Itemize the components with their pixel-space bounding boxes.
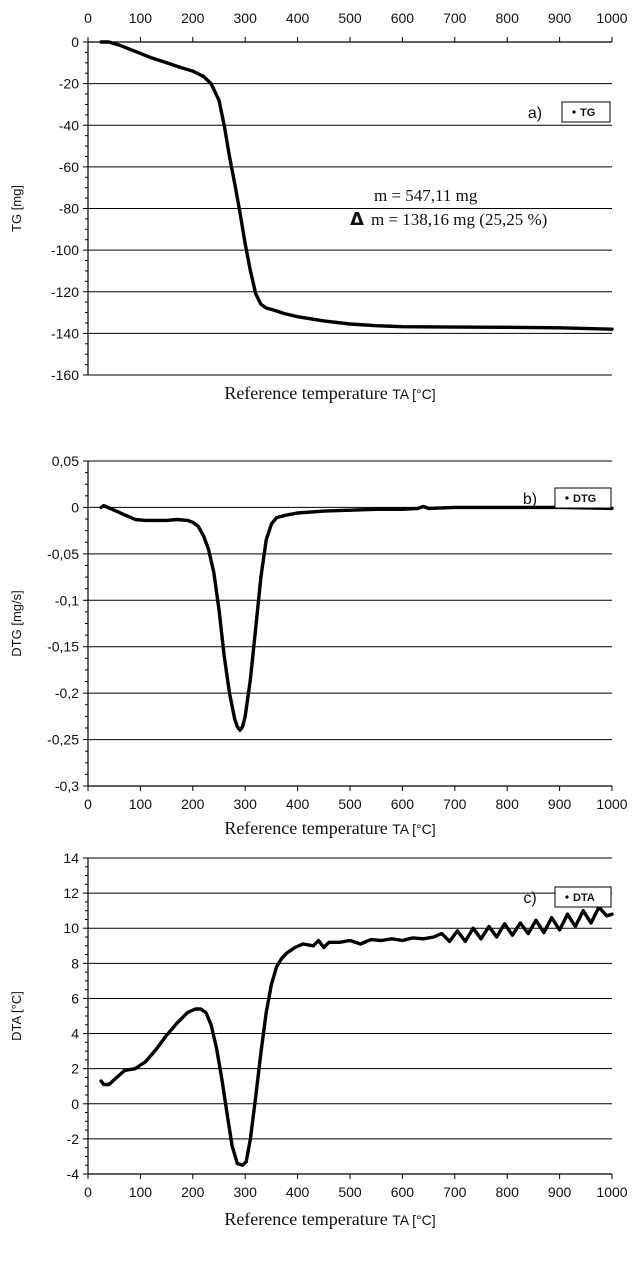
legend-marker bbox=[565, 496, 569, 500]
y-axis-title: DTA [°C] bbox=[9, 991, 24, 1041]
series-line-tg bbox=[99, 40, 614, 331]
y-tick-label: 6 bbox=[71, 990, 79, 1006]
x-tick-label: 0 bbox=[84, 10, 92, 26]
x-tick-label: 200 bbox=[181, 1184, 205, 1200]
x-axis-title-text: Reference temperature bbox=[224, 383, 392, 403]
legend-marker bbox=[565, 895, 569, 899]
x-axis-title-unit: TA [°C] bbox=[392, 1212, 435, 1228]
x-tick-label: 1000 bbox=[596, 10, 627, 26]
legend-box bbox=[561, 101, 611, 123]
x-tick-label: 300 bbox=[234, 796, 258, 812]
x-tick-label: 300 bbox=[234, 1184, 258, 1200]
chart-panel-2: 0,05 0 -0,05 -0,1 -0,15 -0,2 -0,25 -0,3 0 100 200 3… bbox=[9, 453, 628, 838]
y-tick-label: 0,05 bbox=[52, 453, 79, 469]
legend-label: DTG bbox=[573, 493, 596, 505]
legend-marker bbox=[572, 110, 576, 114]
x-tick-label: 500 bbox=[338, 796, 362, 812]
annotation-mass: m = 547,11 mg bbox=[374, 186, 478, 205]
x-axis-title: Reference temperature TA [°C] bbox=[224, 818, 435, 838]
x-tick-label: 600 bbox=[391, 796, 415, 812]
y-tick-label: -0,05 bbox=[47, 546, 79, 562]
series-line-dta bbox=[99, 905, 614, 1167]
y-axis-title: DTG [mg/s] bbox=[9, 590, 24, 656]
y-tick-label: -100 bbox=[51, 242, 79, 258]
x-tick-label: 300 bbox=[234, 10, 258, 26]
x-tick-label: 700 bbox=[443, 10, 467, 26]
y-tick-label: -0,1 bbox=[55, 592, 79, 608]
x-tick-label: 900 bbox=[548, 796, 572, 812]
y-tick-label: -0,15 bbox=[47, 639, 79, 655]
y-tick-label: -140 bbox=[51, 325, 79, 341]
y-tick-label: -160 bbox=[51, 367, 79, 383]
y-tick-label: -0,2 bbox=[55, 685, 79, 701]
panel-letter: c) bbox=[523, 890, 536, 907]
x-tick-label: 200 bbox=[181, 796, 205, 812]
x-tick-label: 1000 bbox=[596, 796, 627, 812]
legend-box bbox=[554, 487, 612, 509]
y-tick-label: -80 bbox=[59, 201, 79, 217]
y-tick-label: 14 bbox=[63, 850, 79, 866]
x-tick-label: 700 bbox=[443, 796, 467, 812]
x-tick-label: 100 bbox=[129, 796, 153, 812]
chart-panel-1: 0 -20 -40 -60 -80 -100 -120 -140 -160 0 100 200 300 4… bbox=[9, 10, 628, 403]
legend-label: TG bbox=[580, 107, 595, 119]
y-tick-label: -120 bbox=[51, 284, 79, 300]
y-tick-label: -0,25 bbox=[47, 732, 79, 748]
y-tick-label: 0 bbox=[71, 34, 79, 50]
y-tick-label: 0 bbox=[71, 499, 79, 515]
x-tick-label: 0 bbox=[84, 796, 92, 812]
legend-box bbox=[554, 886, 612, 908]
x-tick-label: 500 bbox=[338, 10, 362, 26]
x-tick-label: 700 bbox=[443, 1184, 467, 1200]
x-tick-label: 200 bbox=[181, 10, 205, 26]
x-tick-label: 400 bbox=[286, 1184, 310, 1200]
x-tick-label: 900 bbox=[548, 1184, 572, 1200]
y-tick-label: -40 bbox=[59, 117, 79, 133]
x-axis-title: Reference temperature TA [°C] bbox=[224, 1209, 435, 1229]
y-tick-label: 2 bbox=[71, 1061, 79, 1077]
y-tick-label: -2 bbox=[67, 1131, 80, 1147]
panel-letter: a) bbox=[528, 105, 542, 122]
x-tick-label: 500 bbox=[338, 1184, 362, 1200]
x-tick-label: 800 bbox=[496, 1184, 520, 1200]
annotation-mass-loss: m = 138,16 mg (25,25 %) bbox=[371, 210, 547, 229]
annotation-delta-symbol: Δ bbox=[350, 209, 364, 230]
y-tick-label: -4 bbox=[67, 1166, 80, 1182]
x-tick-label: 400 bbox=[286, 10, 310, 26]
panel-letter: b) bbox=[523, 491, 537, 508]
y-tick-label: 8 bbox=[71, 955, 79, 971]
x-tick-label: 600 bbox=[391, 10, 415, 26]
x-axis-title-text: Reference temperature bbox=[224, 818, 392, 838]
y-tick-label: -0,3 bbox=[55, 778, 79, 794]
series-line-dtg bbox=[99, 503, 614, 732]
y-axis-title: TG [mg] bbox=[9, 185, 24, 232]
x-tick-label: 800 bbox=[496, 796, 520, 812]
x-tick-label: 1000 bbox=[596, 1184, 627, 1200]
x-tick-label: 600 bbox=[391, 1184, 415, 1200]
x-tick-label: 100 bbox=[129, 1184, 153, 1200]
y-tick-label: 12 bbox=[63, 885, 79, 901]
y-tick-label: -60 bbox=[59, 159, 79, 175]
y-tick-label: 10 bbox=[63, 920, 79, 936]
y-tick-label: 0 bbox=[71, 1096, 79, 1112]
y-tick-label: -20 bbox=[59, 76, 79, 92]
x-tick-label: 400 bbox=[286, 796, 310, 812]
x-axis-title: Reference temperature TA [°C] bbox=[224, 383, 435, 403]
x-tick-label: 0 bbox=[84, 1184, 92, 1200]
y-tick-label: 4 bbox=[71, 1026, 79, 1042]
x-axis-title-unit: TA [°C] bbox=[392, 386, 435, 402]
x-axis-title-unit: TA [°C] bbox=[392, 821, 435, 837]
x-axis-title-text: Reference temperature bbox=[224, 1209, 392, 1229]
x-tick-label: 100 bbox=[129, 10, 153, 26]
x-tick-label: 800 bbox=[496, 10, 520, 26]
x-tick-label: 900 bbox=[548, 10, 572, 26]
legend-label: DTA bbox=[573, 892, 595, 904]
